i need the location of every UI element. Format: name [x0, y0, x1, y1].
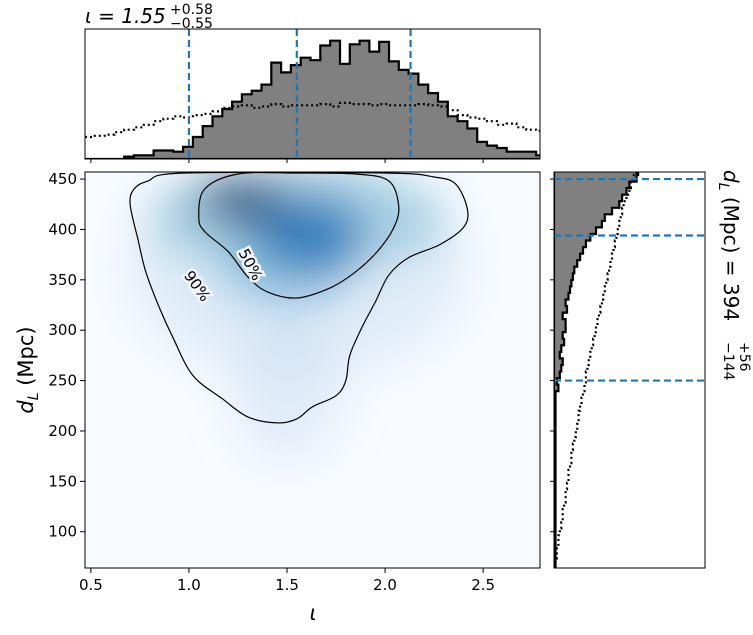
main-panel-frame: [84, 171, 541, 569]
density-blobs: [126, 172, 467, 461]
density-heatmap: [126, 172, 467, 461]
y-tick-label: 350: [48, 271, 77, 289]
iota-panel-frame: [84, 28, 541, 160]
main-y-axis: 100 150 200 250 300 350 400 450: [48, 170, 85, 541]
y-axis-label-unit: (Mpc): [14, 326, 38, 385]
dl-panel-ticks: [550, 178, 554, 533]
y-axis-label-sub: L: [26, 392, 42, 400]
main-x-axis: 0.5 1.0 1.5 2.0 2.5: [79, 568, 495, 594]
x-tick-label: 1.0: [177, 576, 201, 594]
dl-title-unit: (Mpc) = 394: [719, 197, 743, 321]
iota-title-plus: +0.58: [170, 2, 213, 18]
x-axis-label: ι: [309, 601, 316, 625]
x-tick-label: 2.0: [373, 576, 397, 594]
y-tick-label: 450: [48, 170, 77, 188]
density-peak: [255, 194, 366, 275]
density-peak: [196, 179, 287, 224]
y-axis-label-d: d: [14, 400, 38, 414]
y-tick-label: 250: [48, 372, 77, 390]
iota-title-minus: −0.55: [170, 16, 213, 32]
y-axis-label: dL (Mpc): [14, 326, 42, 413]
dl-title-sub: L: [715, 183, 731, 191]
y-tick-label: 400: [48, 220, 77, 238]
iota-title: ι = 1.55 +0.58 −0.55: [85, 2, 213, 32]
density-peak: [232, 320, 343, 461]
x-tick-label: 2.5: [471, 576, 495, 594]
dl-prior-histogram: [554, 172, 638, 568]
y-tick-label: 150: [48, 472, 77, 490]
dl-title: dL (Mpc) = 394: [715, 170, 743, 321]
x-tick-label: 1.5: [275, 576, 299, 594]
dl-panel-frame: [553, 171, 706, 569]
dl-marginal-panel: dL (Mpc) = 394 +56 −144: [550, 170, 752, 569]
dl-title-d: d: [719, 170, 743, 183]
y-tick-label: 200: [48, 422, 77, 440]
iota-histogram: [85, 29, 540, 159]
dl-histogram: [554, 172, 705, 568]
y-tick-label: 300: [48, 321, 77, 339]
contour-90: [129, 172, 469, 424]
credible-contours: [129, 172, 469, 424]
iota-prior-histogram: [85, 101, 540, 139]
y-tick-label: 100: [48, 523, 77, 541]
x-tick-label: 0.5: [79, 576, 103, 594]
dl-title-minus: −144: [720, 342, 736, 381]
y-axis-label-space: [14, 386, 38, 393]
iota-title-main: ι = 1.55: [85, 4, 166, 28]
dl-title-plus: +56: [736, 342, 752, 372]
iota-posterior-histogram: [85, 39, 540, 159]
main-panel: 50% 90% 0.5 1.0 1.5 2.0 2.5 1001502002503003…: [14, 170, 541, 625]
dl-posterior-histogram: [554, 172, 640, 568]
iota-marginal-panel: ι = 1.55 +0.58 −0.55: [84, 2, 541, 163]
iota-panel-ticks: [90, 159, 484, 163]
